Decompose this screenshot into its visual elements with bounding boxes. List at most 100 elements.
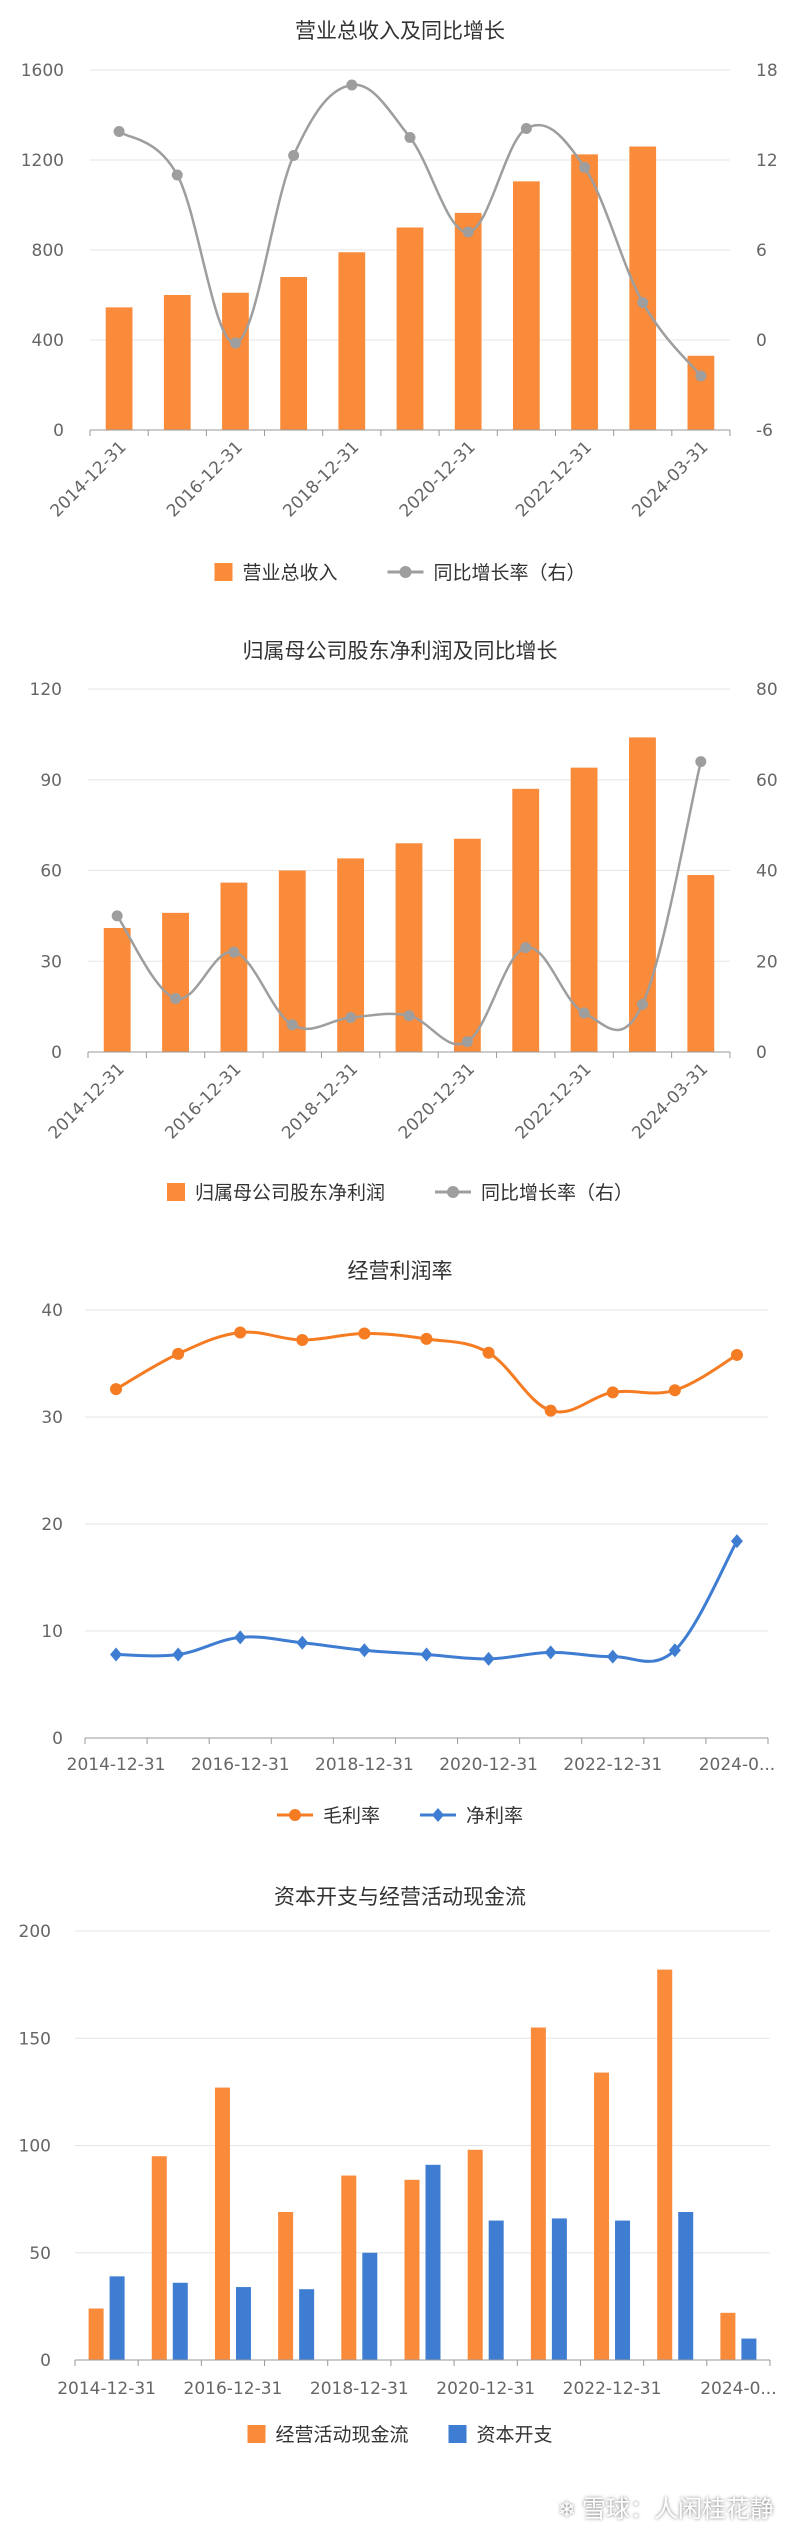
x-tick-label: 2024-03-31 (628, 437, 712, 521)
x-tick-label: 2018-12-31 (278, 1059, 362, 1143)
legend: 经营活动现金流 资本开支 (247, 2424, 553, 2446)
bar-2020-12-31 (453, 838, 481, 1052)
cashflow-bar-2016-12-31 (214, 2087, 230, 2360)
net-margin-point-2023-12-31 (668, 1643, 681, 1658)
gross-margin-point-2018-12-31 (358, 1327, 371, 1340)
legend-label: 资本开支 (477, 2424, 553, 2446)
bar-2021-12-31 (512, 181, 540, 430)
x-tick-label: 2020-12-31 (395, 1059, 479, 1143)
y-right-tick-label: 20 (756, 952, 778, 972)
growth-rate-point-2021-12-31 (520, 942, 532, 954)
x-tick-label: 2022-12-31 (563, 1755, 662, 1775)
capex-bar-2022-12-31 (615, 2220, 631, 2360)
growth-rate-point-2018-12-31 (345, 1012, 357, 1024)
bar-2014-12-31 (103, 927, 131, 1052)
net-margin-point-2017-12-31 (296, 1635, 309, 1650)
gross-margin-point-2016-12-31 (234, 1326, 247, 1339)
capex-bar-2019-12-31 (425, 2164, 441, 2360)
y-left-tick-label: 60 (40, 862, 62, 882)
net-margin-point-2024-03-31 (730, 1534, 743, 1549)
gross-margin-point-2024-03-31 (730, 1348, 743, 1361)
y-tick-label: 40 (41, 1301, 63, 1321)
legend-line-marker (447, 1186, 459, 1198)
y-left-tick-label: 0 (51, 1043, 62, 1063)
y-left-tick-label: 120 (30, 680, 62, 700)
x-tick-label: 2024-0... (700, 2379, 776, 2399)
bar-2024-03-31 (687, 875, 715, 1052)
cashflow-bar-2020-12-31 (467, 2149, 483, 2360)
capex-bar-2016-12-31 (235, 2287, 251, 2360)
cashflow-bar-2021-12-31 (530, 2027, 546, 2360)
growth-rate-point-2024-03-31 (695, 370, 707, 382)
y-left-tick-label: 400 (32, 331, 64, 351)
y-tick-label: 50 (29, 2244, 51, 2264)
gross-margin-point-2017-12-31 (296, 1333, 309, 1346)
y-right-tick-label: 0 (756, 331, 767, 351)
net-margin-point-2016-12-31 (234, 1630, 247, 1645)
x-tick-label: 2022-12-31 (512, 1059, 596, 1143)
y-tick-label: 10 (41, 1622, 63, 1642)
growth-rate-point-2016-12-31 (229, 337, 241, 349)
growth-rate-point-2023-12-31 (637, 297, 649, 308)
cashflow-bar-2022-12-31 (594, 2072, 610, 2360)
capex-bar-2014-12-31 (109, 2276, 125, 2360)
gross-margin-point-2021-12-31 (544, 1404, 557, 1417)
legend-label: 同比增长率（右） (481, 1182, 633, 1204)
legend-bar-swatch (448, 2425, 467, 2443)
cashflow-bar-2019-12-31 (404, 2179, 420, 2360)
growth-rate-point-2022-12-31 (579, 162, 591, 173)
net-margin-point-2019-12-31 (420, 1647, 433, 1662)
revenue-chart: 营业总收入及同比增长 0 -6 400 0 800 6 1200 12 1600 18 2014-12… (21, 19, 778, 584)
legend-label: 同比增长率（右） (434, 562, 586, 584)
cashflow-bar-2014-12-31 (88, 2308, 104, 2360)
bar-2016-12-31 (222, 292, 249, 430)
capex-bar-2017-12-31 (299, 2289, 315, 2360)
net-margin-point-2015-12-31 (172, 1647, 185, 1662)
gross-margin-point-2019-12-31 (420, 1332, 433, 1345)
x-tick-label: 2018-12-31 (315, 1755, 414, 1775)
bar-2014-12-31 (105, 307, 133, 430)
x-tick-label: 2022-12-31 (563, 2379, 662, 2399)
y-tick-label: 30 (41, 1408, 63, 1428)
legend-label: 营业总收入 (243, 562, 338, 584)
y-left-tick-label: 800 (32, 241, 64, 261)
growth-rate-point-2015-12-31 (171, 169, 183, 181)
cashflow-bar-2018-12-31 (341, 2175, 357, 2360)
capex-cashflow-chart: 资本开支与经营活动现金流 0 50 100 150 200 2014-12-31 2016-1… (19, 1885, 777, 2446)
bar-2023-12-31 (629, 146, 657, 430)
growth-rate-point-2014-12-31 (111, 910, 123, 922)
legend-line-marker (432, 1808, 444, 1822)
y-right-tick-label: 80 (756, 680, 778, 700)
x-tick-label: 2014-12-31 (45, 1059, 129, 1143)
growth-rate-line (116, 761, 703, 1046)
x-tick-label: 2014-12-31 (47, 437, 131, 521)
legend-line-marker (399, 566, 412, 578)
profit-margin-chart: 经营利润率 0 10 20 30 40 2014-12-31 2016-12-31 2018-1… (41, 1259, 775, 1827)
y-left-tick-label: 30 (40, 952, 62, 972)
watermark-text: 雪球：人闲桂花静 (582, 2495, 774, 2523)
growth-rate-point-2014-12-31 (113, 126, 125, 137)
growth-rate-point-2016-12-31 (228, 946, 240, 958)
gross-margin-point-2014-12-31 (110, 1383, 123, 1396)
growth-rate-point-2018-12-31 (346, 79, 358, 91)
growth-rate-point-2023-12-31 (636, 998, 648, 1010)
y-tick-label: 100 (19, 2137, 51, 2157)
legend-bar-swatch (167, 1183, 185, 1201)
bar-2022-12-31 (571, 154, 598, 430)
x-tick-label: 2018-12-31 (310, 2379, 409, 2399)
x-tick-label: 2024-03-31 (628, 1059, 712, 1143)
legend: 营业总收入 同比增长率（右） (214, 562, 586, 584)
legend-line-marker (289, 1809, 301, 1821)
y-right-tick-label: 6 (756, 241, 767, 261)
x-tick-label: 2020-12-31 (436, 2379, 535, 2399)
gross-margin-point-2020-12-31 (482, 1346, 495, 1359)
x-tick-label: 2022-12-31 (512, 437, 596, 521)
legend-label: 净利率 (466, 1805, 523, 1827)
capex-bar-2021-12-31 (551, 2218, 567, 2360)
x-tick-label: 2016-12-31 (161, 1059, 245, 1143)
y-tick-label: 0 (52, 1729, 63, 1749)
capex-bar-2018-12-31 (362, 2252, 378, 2360)
y-right-tick-label: 60 (756, 771, 778, 791)
net-margin-point-2022-12-31 (606, 1649, 619, 1664)
watermark: ❄ 雪球：人闲桂花静 (558, 2489, 774, 2524)
